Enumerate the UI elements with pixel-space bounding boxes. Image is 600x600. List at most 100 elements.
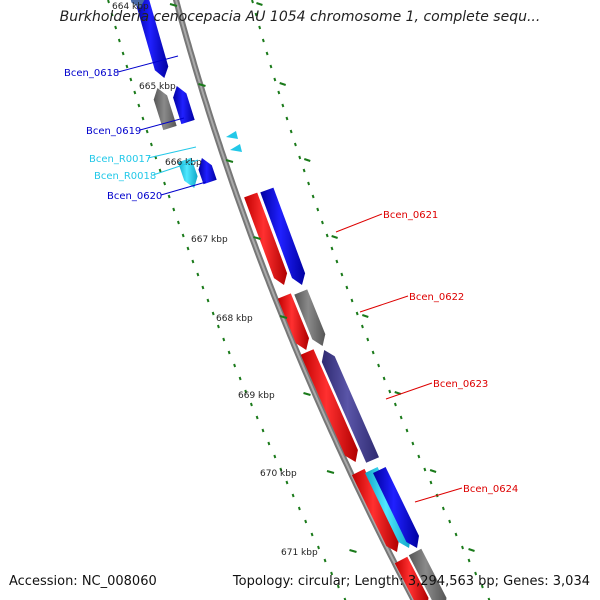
scale-ring-dot <box>335 259 339 264</box>
gene-label-leader <box>335 213 383 233</box>
gene-label-leader <box>359 295 409 313</box>
gene-label-text[interactable]: Bcen_R0018 <box>94 171 156 182</box>
scale-ring-dot <box>191 259 195 264</box>
scale-ring-dot <box>149 142 153 147</box>
scale-tick-mark <box>169 3 178 7</box>
gene-feature-bcen-0624b[interactable] <box>365 467 411 548</box>
gene-label-leader <box>152 159 199 176</box>
map-title: Burkholderia cenocepacia AU 1054 chromos… <box>59 9 541 25</box>
scale-tick-label: 667 kbp <box>191 235 228 245</box>
gene-feature-bcen-0624a[interactable] <box>351 468 399 552</box>
scale-ring-dot <box>186 246 190 251</box>
gene-feature-bcen-r0017[interactable] <box>226 131 238 139</box>
gene-feature-bcen-0625b[interactable] <box>408 548 447 600</box>
gene-label[interactable]: Bcen_0622 <box>359 292 464 313</box>
scale-ring-dot <box>302 168 306 173</box>
scale-ring-dot <box>325 233 329 238</box>
gene-label[interactable]: Bcen_0623 <box>385 379 488 400</box>
scale-tick-mark <box>326 470 335 474</box>
gene-label-leader <box>414 487 463 503</box>
scale-ring-dot <box>423 467 427 472</box>
scale-ring-dot <box>298 155 302 160</box>
scale-ring-dot <box>366 337 370 342</box>
scale-ring-dot <box>323 558 327 563</box>
gene-label[interactable]: Bcen_0619 <box>86 117 185 137</box>
gene-label-text[interactable]: Bcen_0621 <box>383 210 438 221</box>
gene-label-text[interactable]: Bcen_0624 <box>463 484 518 495</box>
gene-feature-bcen-0620[interactable] <box>198 158 217 185</box>
scale-ring-dot <box>320 220 324 225</box>
scale-ring-dot <box>399 415 403 420</box>
gene-label-text[interactable]: Bcen_0623 <box>433 379 488 390</box>
scale-ring-dot <box>249 402 253 407</box>
scale-ring-dot <box>279 467 283 472</box>
scale-ring-dot <box>117 38 121 43</box>
gene-label[interactable]: Bcen_0621 <box>335 210 438 233</box>
scale-tick-mark <box>394 391 402 395</box>
gene-label[interactable]: Bcen_0618 <box>64 55 179 79</box>
gene-label-leader <box>117 55 179 73</box>
scale-ring-dot <box>285 480 289 485</box>
scale-ring-dot <box>281 103 285 108</box>
gene-label-text[interactable]: Bcen_0619 <box>86 126 141 137</box>
scale-ring-dot <box>216 324 220 329</box>
scale-ring-dot <box>201 285 205 290</box>
gene-label-text[interactable]: Bcen_R0017 <box>89 154 151 165</box>
accession-text: Accession: NC_008060 <box>9 574 157 589</box>
scale-ring-dot <box>291 493 295 498</box>
scale-ring-dot <box>172 207 176 212</box>
gene-feature-bcen-0618[interactable] <box>135 0 169 78</box>
scale-tick-mark <box>256 2 263 6</box>
gene-feature-bcen-0623a[interactable] <box>300 349 358 462</box>
gene-label[interactable]: Bcen_R0018 <box>94 159 199 182</box>
scale-tick-mark <box>303 392 311 396</box>
scale-ring-dot <box>125 64 129 69</box>
scale-tick-mark <box>225 159 234 163</box>
gene-feature-bcen-0623b[interactable] <box>321 350 379 463</box>
gene-feature-bcen-r0018[interactable] <box>230 144 242 152</box>
scale-ring-dot <box>211 311 215 316</box>
scale-tick: 669 kbp <box>238 391 402 401</box>
scale-tick-mark <box>253 236 261 240</box>
scale-tick-label: 665 kbp <box>139 82 176 92</box>
scale-tick-label: 670 kbp <box>260 469 297 479</box>
scale-ring-dot <box>222 337 226 342</box>
scale-ring-dot <box>129 77 133 82</box>
gene-feature-bcen-0625a[interactable] <box>394 556 429 600</box>
gene-feature-bcen-0617[interactable] <box>129 0 145 8</box>
scale-ring-dot <box>448 519 452 524</box>
gene-feature-bcen-0621b[interactable] <box>260 187 306 285</box>
scale-ring-dot <box>196 272 200 277</box>
scale-ring-dot <box>474 571 478 576</box>
gene-feature-gray[interactable] <box>153 88 177 131</box>
gene-feature-bcen-0622a[interactable] <box>277 293 309 350</box>
gene-feature-bcen-0622b[interactable] <box>294 289 326 346</box>
gene-label[interactable]: Bcen_0624 <box>414 484 518 503</box>
gene-label[interactable]: Bcen_0620 <box>107 181 207 202</box>
gene-label-text[interactable]: Bcen_0618 <box>64 68 119 79</box>
scale-ring-dot <box>261 428 265 433</box>
gene-label[interactable]: Bcen_R0017 <box>89 146 197 165</box>
scale-tick-label: 671 kbp <box>281 548 318 558</box>
gene-label-text[interactable]: Bcen_0622 <box>409 292 464 303</box>
scale-ring-dot <box>330 246 334 251</box>
scale-ring-dot <box>267 441 271 446</box>
gene-feature-bcen-0621a[interactable] <box>244 192 288 285</box>
scale-ring-dot <box>429 480 433 485</box>
gene-label-text[interactable]: Bcen_0620 <box>107 191 162 202</box>
scale-tick-label: 669 kbp <box>238 391 275 401</box>
gene-feature-bcen-0619[interactable] <box>173 86 195 125</box>
scale-ring-dot <box>133 90 137 95</box>
scale-tick: 666 kbp <box>165 158 311 168</box>
gene-feature-bcen-0624c[interactable] <box>373 467 419 548</box>
scale-ring-dot <box>265 51 269 56</box>
scale-tick-label: 664 kbp <box>112 2 149 12</box>
scale-ring-dot <box>330 571 334 576</box>
scale-ring-dot <box>269 64 273 69</box>
scale-tick-mark <box>279 315 288 319</box>
scale-tick-mark <box>468 548 475 552</box>
scale-ring-dot <box>158 168 162 173</box>
scale-ring-dot <box>273 77 277 82</box>
scale-ring-dot <box>258 25 262 30</box>
